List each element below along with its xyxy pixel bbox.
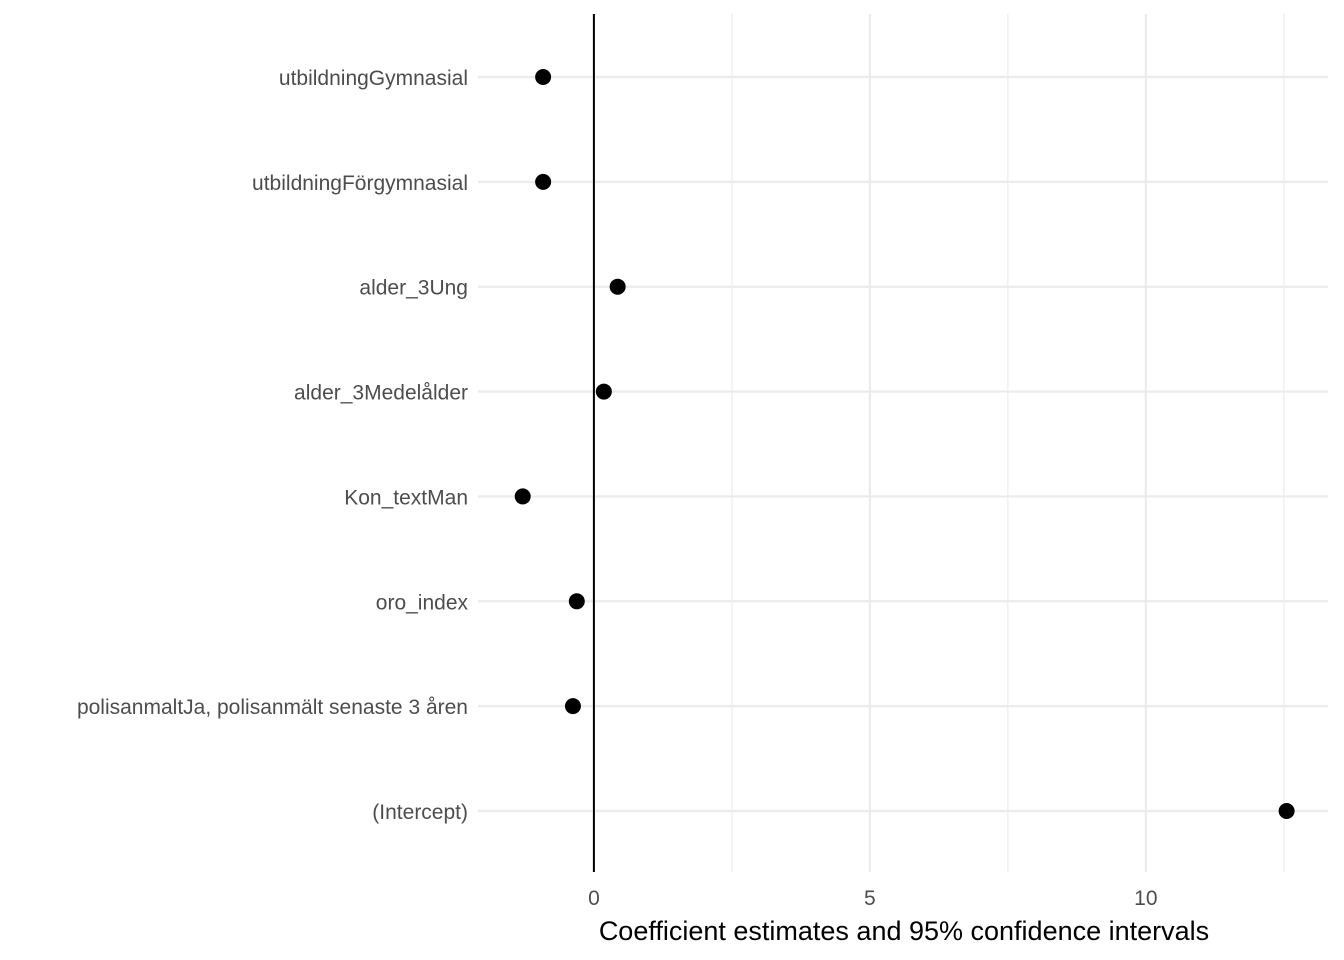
y-tick-label: Kon_textMan (344, 486, 468, 509)
x-tick-label: 5 (864, 887, 876, 910)
y-tick-label: utbildningGymnasial (279, 67, 468, 90)
coefficient-point (535, 69, 552, 85)
x-tick-label: 10 (1134, 887, 1157, 910)
y-tick-label: utbildningFörgymnasial (252, 172, 468, 195)
x-tick-label: 0 (588, 887, 600, 910)
y-tick-label: oro_index (376, 591, 469, 614)
y-tick-label: (Intercept) (372, 801, 468, 824)
coefficient-point (568, 593, 585, 610)
coefficient-point (595, 383, 612, 400)
coefficient-point (609, 278, 626, 295)
coefficient-point (514, 488, 531, 505)
coefficient-point (1278, 803, 1295, 819)
y-tick-label: polisanmaltJa, polisanmält senaste 3 åre… (77, 696, 468, 719)
y-tick-label: alder_3Medelålder (294, 382, 468, 405)
x-axis-title: Coefficient estimates and 95% confidence… (599, 916, 1209, 946)
coefficient-point (564, 698, 581, 715)
coefficient-point (535, 173, 552, 190)
y-tick-label: alder_3Ung (359, 277, 468, 300)
